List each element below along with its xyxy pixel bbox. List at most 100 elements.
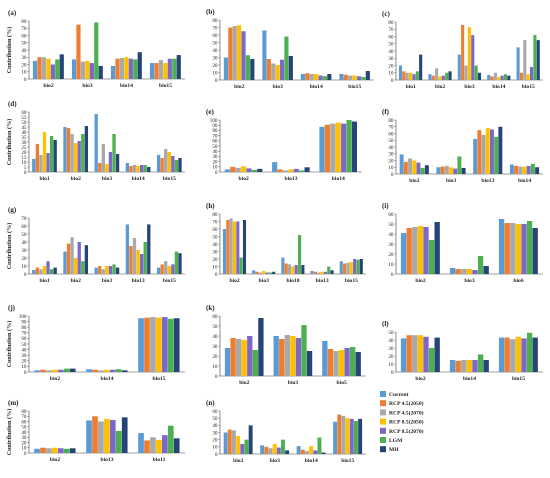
bar-j-bio2-s6 [69, 368, 76, 372]
bar-g-bio1-s3 [42, 266, 47, 274]
bar-a-bio14-s2 [119, 57, 125, 79]
bar-c-bio15-s2 [523, 40, 527, 80]
bar-i-bio6-s2 [510, 223, 516, 274]
y-tick-label: 10 [212, 70, 218, 76]
y-tick-label: 80 [388, 20, 394, 26]
bar-d-bio14-s5 [143, 165, 147, 172]
bar-d-bio1-s1 [35, 144, 40, 172]
bar-d-bio15-s0 [156, 155, 161, 172]
bar-n-bio3-s3 [272, 443, 277, 454]
y-tick-label: 60 [212, 314, 218, 320]
bar-e-bio13-s1 [277, 169, 283, 172]
bar-d-bio14-s0 [125, 163, 130, 172]
bar-k-bio5-s1 [327, 349, 334, 376]
bar-n-bio14-s1 [300, 449, 305, 454]
bar-k-bio5-s3 [338, 350, 345, 376]
bar-d-bio14-s6 [147, 167, 151, 172]
bar-b-bio2-s0 [223, 57, 228, 80]
bar-h-bio10-s2 [287, 264, 292, 274]
bar-c-bio14-s1 [490, 76, 494, 80]
bar-e-bio2-s2 [235, 167, 241, 172]
legend-label: RCP 4.5(2070) [389, 409, 424, 416]
panel-label: (h) [206, 202, 215, 210]
bar-g-bio1-s5 [49, 269, 54, 274]
bar-n-bio3-s0 [260, 445, 265, 454]
y-tick-label: 20 [21, 256, 27, 262]
bar-m-bio11-s4 [161, 435, 168, 453]
bar-c-bio1-s0 [398, 65, 403, 80]
bar-d-bio3-s1 [98, 163, 102, 172]
bar-g-bio1-s1 [35, 267, 40, 274]
y-tick-label: 10 [388, 262, 394, 268]
bar-g-bio3-s2 [101, 269, 105, 274]
legend-label: MH [389, 447, 399, 453]
y-tick-label: 20 [212, 257, 218, 263]
y-tick-label: 20 [388, 354, 394, 360]
panel-label: (n) [206, 399, 215, 407]
bar-d-bio1-s0 [32, 159, 36, 172]
x-category-label: bio14 [463, 376, 476, 382]
y-tick-label: 20 [212, 159, 218, 165]
bar-h-bio3-s5 [268, 272, 272, 274]
bar-j-bio2-s5 [63, 368, 70, 372]
y-tick-label: 40 [21, 130, 27, 136]
bar-m-bio11-s0 [138, 433, 144, 453]
panel-label: (i) [382, 202, 389, 210]
y-tick-label: 10 [212, 364, 218, 370]
bar-a-bio15-s0 [149, 63, 155, 79]
bar-h-bio2-s1 [226, 220, 230, 274]
bar-n-bio2-s5 [244, 439, 249, 454]
bar-h-bio13-s1 [313, 271, 317, 274]
bar-l-bio2-s3 [417, 335, 424, 372]
bar-a-bio15-s6 [176, 55, 181, 79]
bar-a-bio3-s0 [71, 59, 77, 79]
bar-n-bio14-s4 [313, 450, 318, 454]
panel-label: (e) [206, 108, 214, 116]
bar-k-bio5-s5 [350, 347, 356, 376]
y-tick-label: 30 [388, 56, 394, 62]
bar-f-bio14-s3 [522, 166, 527, 174]
bar-f-bio13-s4 [489, 129, 494, 174]
y-tick-label: 20 [21, 150, 27, 156]
panel-g: (g) Contribution (%) 0 10 20 30 40 50 60 70 bio1 bi… [6, 206, 185, 284]
bar-g-bio15-s6 [178, 253, 182, 274]
y-tick-label: 30 [212, 344, 218, 350]
bar-k-bio3-s2 [284, 335, 290, 376]
bar-f-bio3-s5 [457, 156, 462, 174]
bar-f-bio3-s1 [440, 166, 445, 174]
y-tick-label: 20 [212, 354, 218, 360]
bar-i-bio6-s5 [526, 221, 533, 274]
bar-i-bio2-s4 [423, 227, 429, 274]
bar-g-bio15-s1 [160, 264, 164, 274]
bar-n-bio15-s3 [345, 418, 350, 454]
bar-a-bio2-s5 [55, 59, 60, 79]
bar-a-bio15-s2 [158, 60, 164, 79]
legend-label: Current [389, 392, 409, 398]
y-tick-label: 30 [21, 55, 27, 61]
y-tick-label: 60 [212, 409, 218, 415]
y-tick-label: 40 [21, 430, 27, 436]
bar-m-bio13-s0 [86, 420, 92, 453]
y-tick-label: 80 [21, 409, 27, 415]
y-tick-label: 80 [212, 18, 218, 24]
bar-l-bio14-s0 [449, 360, 456, 372]
bar-g-bio2-s5 [81, 261, 85, 274]
bar-j-bio15-s6 [173, 318, 180, 372]
bar-e-bio14-s4 [341, 123, 347, 172]
bar-c-bio1-s6 [419, 54, 423, 80]
bar-e-bio2-s4 [246, 168, 252, 172]
bar-b-bio15-s5 [361, 77, 366, 80]
y-tick-label: 30 [388, 346, 394, 352]
x-category-label: bio2 [435, 84, 445, 90]
y-tick-label: 10 [212, 445, 218, 451]
bar-e-bio14-s6 [351, 121, 358, 172]
y-tick-label: 10 [388, 165, 394, 171]
bar-g-bio2-s0 [63, 251, 67, 274]
bar-e-bio13-s6 [304, 167, 310, 172]
y-tick-label: 30 [21, 353, 27, 359]
bar-n-bio2-s3 [236, 436, 241, 454]
y-tick-label: 10 [21, 264, 27, 270]
